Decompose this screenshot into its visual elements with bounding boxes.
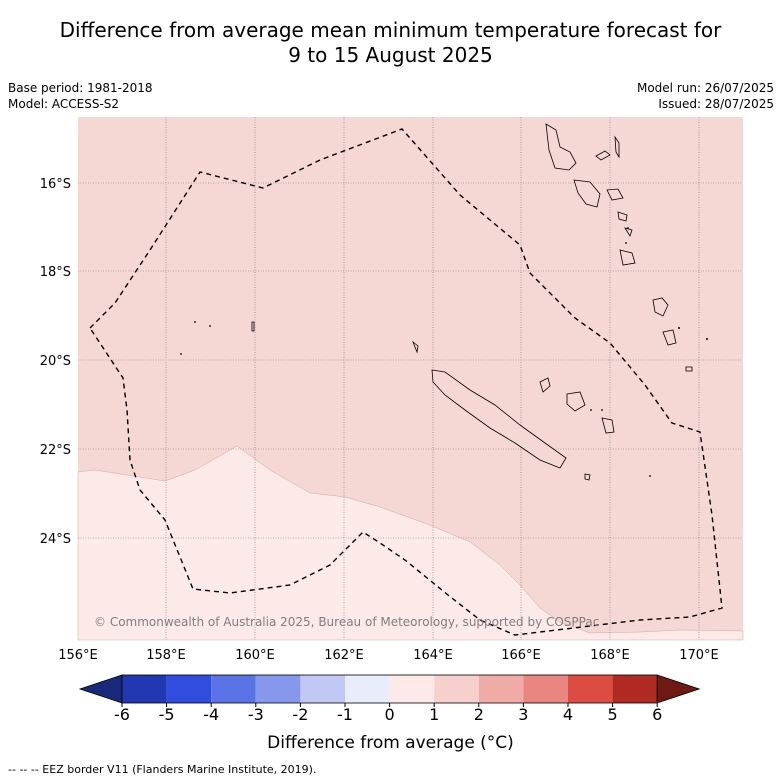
colorbar-tick-label: 4 (563, 705, 573, 724)
lon-tick-label: 168°E (590, 648, 630, 663)
islet (601, 409, 603, 411)
islet (180, 353, 182, 355)
loyalty-island-1 (539, 377, 551, 393)
lat-tick-label: 20°S (40, 354, 71, 369)
colorbar-arrow-high (656, 674, 701, 704)
lat-tick-label: 24°S (40, 532, 71, 547)
colorbar-swatch (166, 675, 212, 703)
title-line-1: Difference from average mean minimum tem… (59, 18, 722, 42)
vanuatu-island-7 (624, 227, 633, 237)
eez-footnote: -- -- -- EEZ border V11 (Flanders Marine… (8, 763, 317, 776)
islet (649, 475, 651, 477)
gridlines (78, 117, 743, 640)
colorbar-tick-label: 5 (608, 705, 618, 724)
islet (209, 325, 211, 327)
isle-of-pines (584, 473, 591, 481)
copyright-notice: © Commonwealth of Australia 2025, Bureau… (94, 615, 599, 629)
colorbar-swatch (211, 675, 256, 703)
colorbar-swatch (612, 675, 658, 703)
new-caledonia-island (431, 369, 567, 469)
colorbar-tick-label: -5 (159, 705, 175, 724)
vanuatu-aneityum (662, 329, 677, 346)
matthew-island (685, 366, 693, 372)
islet (625, 242, 627, 244)
chesterfield-islet (251, 321, 255, 332)
islet (706, 338, 708, 340)
colorbar-tick-label: -6 (114, 705, 130, 724)
vanuatu-island-5 (606, 188, 624, 201)
colorbar-swatch (122, 675, 167, 703)
colorbar-tick-label: 1 (429, 705, 439, 724)
loyalty-island-2 (566, 391, 586, 412)
colorbar-swatch (568, 675, 613, 703)
vanuatu-malekula (573, 179, 601, 208)
belep-islands (412, 340, 419, 354)
chart-title: Difference from average mean minimum tem… (0, 18, 781, 68)
title-line-2: 9 to 15 August 2025 (288, 43, 493, 67)
lon-tick-label: 160°E (235, 648, 275, 663)
lon-tick-label: 156°E (58, 648, 98, 663)
vanuatu-efate (617, 211, 628, 222)
colorbar-swatch (523, 675, 568, 703)
lon-tick-label: 166°E (501, 648, 541, 663)
coastlines (251, 123, 693, 481)
colorbar-tick-label: -4 (203, 705, 219, 724)
lon-tick-labels: 156°E 158°E 160°E 162°E 164°E 166°E 168°… (58, 648, 719, 663)
eez-border (89, 128, 723, 636)
lat-tick-labels: 16°S 18°S 20°S 22°S 24°S (40, 177, 71, 547)
colorbar-tick-label: 6 (652, 705, 662, 724)
islet (590, 409, 592, 411)
colorbar-swatch (300, 675, 345, 703)
islets (180, 227, 708, 477)
colorbar-tick-labels: -6 -5 -4 -3 -2 -1 0 1 2 3 4 5 6 (114, 705, 662, 724)
islet (678, 327, 680, 329)
lon-tick-label: 162°E (324, 648, 364, 663)
colorbar (78, 674, 701, 707)
colorbar-swatch (434, 675, 479, 703)
vanuatu-island-2 (595, 150, 611, 161)
colorbar-tick-label: -3 (248, 705, 264, 724)
lat-tick-label: 16°S (40, 177, 71, 192)
lon-tick-label: 158°E (146, 648, 186, 663)
vanuatu-espiritu-santo (545, 123, 577, 171)
model-name: Model: ACCESS-S2 (8, 97, 120, 111)
colorbar-arrow-low (78, 674, 123, 704)
lon-tick-label: 164°E (413, 648, 453, 663)
meta-left: Base period: 1981-2018 Model: ACCESS-S2 (8, 80, 153, 112)
base-period: Base period: 1981-2018 (8, 81, 153, 95)
lat-tick-label: 22°S (40, 443, 71, 458)
colorbar-swatch (478, 675, 524, 703)
vanuatu-island-3 (614, 135, 620, 159)
islet (627, 227, 629, 229)
meta-right: Model run: 26/07/2025 Issued: 28/07/2025 (637, 80, 774, 112)
vanuatu-island-8 (619, 249, 636, 266)
colorbar-tick-label: 3 (518, 705, 528, 724)
loyalty-island-3 (601, 417, 615, 434)
colorbar-tick-label: 2 (474, 705, 484, 724)
model-run: Model run: 26/07/2025 (636, 81, 774, 95)
colorbar-swatch (389, 675, 435, 703)
colorbar-tick-label: -2 (292, 705, 308, 724)
colorbar-tick-label: -1 (337, 705, 353, 724)
colorbar-swatch (255, 675, 301, 703)
colorbar-label: Difference from average (°C) (267, 733, 514, 753)
lon-tick-label: 170°E (679, 648, 719, 663)
colorbar-tick-label: 0 (385, 705, 395, 724)
lat-tick-label: 18°S (40, 265, 71, 280)
issued-date: Issued: 28/07/2025 (658, 97, 774, 111)
vanuatu-tanna (652, 297, 669, 317)
islet (194, 321, 196, 323)
colorbar-swatch (345, 675, 390, 703)
